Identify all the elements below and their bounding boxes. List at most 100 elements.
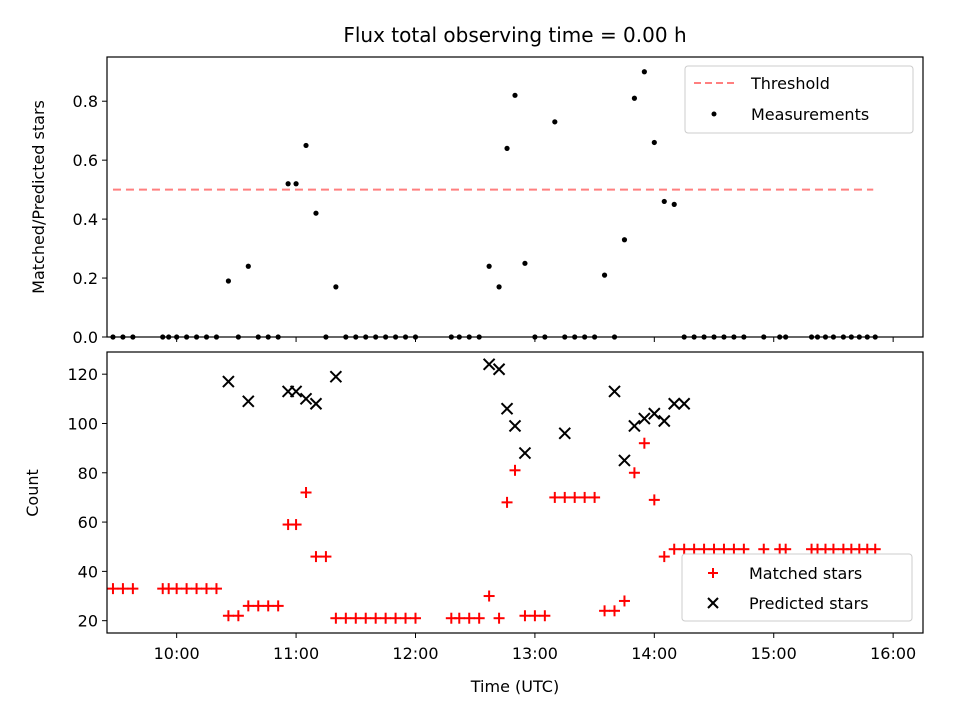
top-y-tick-label: 0.0 (73, 328, 98, 347)
matched-star-point (493, 612, 505, 624)
matched-star-point (579, 491, 591, 503)
matched-star-point (210, 583, 222, 595)
matched-star-point (519, 610, 531, 622)
measurement-point (671, 201, 677, 207)
x-tick-label: 13:00 (512, 644, 558, 663)
measurement-point (225, 278, 232, 284)
matched-star-point (390, 612, 402, 624)
matched-star-point (310, 551, 322, 563)
measurement-point (621, 237, 628, 243)
top-y-tick-label: 0.2 (73, 269, 98, 288)
measurement-point (522, 260, 528, 266)
measurement-point (601, 272, 608, 278)
matched-star-point (718, 543, 730, 555)
legend-matched-swatch (708, 568, 718, 578)
predicted-star-point (628, 419, 641, 433)
top-legend-box (684, 65, 914, 134)
matched-star-point (599, 605, 611, 617)
legend-measurements-label: Measurements (751, 105, 869, 124)
predicted-star-point (289, 385, 303, 398)
matched-star-point (290, 519, 302, 531)
measurement-point (285, 181, 291, 187)
bottom-y-axis-label: Count (23, 469, 42, 517)
matched-star-point (559, 491, 571, 503)
measurement-point (631, 95, 638, 101)
legend-threshold-label: Threshold (750, 74, 830, 93)
top-y-tick-label: 0.6 (73, 151, 98, 170)
matched-star-point (780, 543, 792, 555)
matched-star-point (340, 612, 352, 624)
x-tick-label: 12:00 (392, 644, 438, 663)
predicted-star-point (329, 370, 343, 383)
matched-star-point (473, 612, 485, 624)
legend-predicted-swatch (707, 597, 719, 609)
matched-star-point (242, 600, 254, 612)
matched-star-point (127, 583, 139, 595)
measurement-point (486, 263, 492, 269)
bottom-axes-frame (106, 351, 924, 634)
top-y-tick-label: 0.4 (73, 210, 98, 229)
predicted-star-point (500, 402, 514, 415)
measurement-point (245, 263, 251, 269)
matched-star-point (618, 595, 630, 607)
measurement-point (661, 198, 667, 205)
measurement-point (313, 210, 319, 216)
matched-star-point (628, 467, 640, 479)
bottom-legend-box (681, 553, 913, 622)
predicted-star-point (482, 358, 496, 371)
matched-star-point (107, 583, 119, 595)
matched-star-point (232, 610, 244, 622)
predicted-star-point (618, 454, 631, 467)
matched-star-point (738, 543, 750, 555)
matched-star-point (483, 590, 495, 602)
matched-star-point (827, 543, 839, 555)
x-tick-label: 10:00 (154, 644, 200, 663)
matched-star-point (501, 496, 513, 508)
matched-star-point (569, 491, 581, 503)
predicted-star-point (658, 414, 671, 428)
bottom-legend: Matched stars Predicted stars (681, 553, 913, 622)
predicted-star-point (299, 392, 313, 406)
matched-star-point (380, 612, 392, 624)
measurement-point (552, 119, 558, 125)
matched-star-point (688, 543, 700, 555)
predicted-star-point (518, 446, 532, 460)
measurement-point (651, 139, 657, 146)
matched-star-point (181, 583, 193, 595)
x-tick-label: 16:00 (870, 644, 916, 663)
matched-star-point (320, 551, 332, 563)
matched-star-point (370, 612, 382, 624)
matched-star-point (463, 612, 475, 624)
matched-star-point (658, 551, 670, 563)
matched-star-point (609, 605, 621, 617)
matched-star-point (171, 583, 183, 595)
measurement-point (641, 69, 647, 75)
bottom-y-tick-label: 20 (78, 612, 98, 631)
matched-star-point (409, 612, 421, 624)
predicted-star-point (668, 397, 681, 410)
predicted-star-point (638, 412, 651, 425)
predicted-star-point (242, 395, 255, 408)
measurement-point (512, 92, 518, 98)
matched-star-point (400, 612, 412, 624)
bottom-y-tick-label: 100 (67, 414, 98, 433)
measurement-point (496, 284, 502, 290)
matched-star-point (222, 610, 234, 622)
top-legend: Threshold Measurements (684, 65, 914, 134)
matched-star-point (272, 600, 284, 612)
bottom-y-tick-label: 40 (78, 562, 98, 581)
matched-star-point (589, 491, 601, 503)
top-y-axis-label: Matched/Predicted stars (29, 100, 48, 294)
predicted-star-point (648, 407, 661, 420)
matched-star-point (648, 494, 660, 506)
matched-star-point (117, 583, 129, 595)
predicted-star-point (309, 397, 323, 410)
bottom-y-tick-label: 80 (78, 464, 98, 483)
top-axes-frame (106, 56, 924, 338)
matched-star-point (668, 543, 680, 555)
bottom-y-tick-label: 60 (78, 513, 98, 532)
predicted-star-point (558, 427, 571, 440)
matched-star-point (191, 583, 203, 595)
measurement-point (293, 181, 299, 187)
